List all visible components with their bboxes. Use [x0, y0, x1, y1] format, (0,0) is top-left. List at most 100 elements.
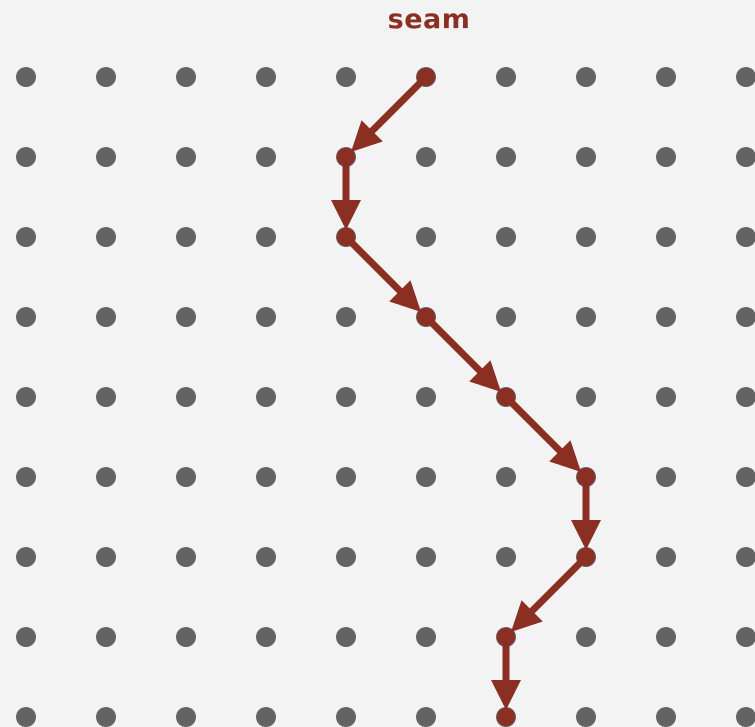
grid-node — [256, 307, 276, 327]
grid-node — [256, 147, 276, 167]
grid-node — [256, 227, 276, 247]
seam-arrowhead — [350, 120, 383, 153]
seam-node — [337, 228, 355, 246]
grid-node — [576, 627, 596, 647]
seam-node — [497, 388, 515, 406]
grid-node — [336, 467, 356, 487]
grid-node — [256, 547, 276, 567]
seam-arrow — [343, 234, 422, 313]
grid-node — [16, 547, 36, 567]
grid-node — [736, 467, 755, 487]
seam-arrowhead — [510, 600, 543, 633]
grid-node — [176, 147, 196, 167]
seam-arrowhead — [469, 360, 502, 393]
grid-node — [336, 627, 356, 647]
grid-node — [416, 147, 436, 167]
grid-node — [656, 467, 676, 487]
grid-node — [96, 307, 116, 327]
grid-node — [176, 467, 196, 487]
seam-arrow-shaft — [423, 314, 486, 377]
grid-node — [176, 67, 196, 87]
grid-node — [16, 307, 36, 327]
grid-node — [96, 707, 116, 727]
grid-node — [96, 627, 116, 647]
grid-node — [736, 227, 755, 247]
grid-node — [736, 387, 755, 407]
grid-node — [256, 467, 276, 487]
grid-node — [496, 227, 516, 247]
grid-node — [576, 707, 596, 727]
grid-node — [256, 627, 276, 647]
seam-node — [577, 468, 595, 486]
grid-node — [656, 67, 676, 87]
grid-node — [16, 67, 36, 87]
grid-node — [736, 67, 755, 87]
grid-node — [176, 307, 196, 327]
seam-arrow — [350, 74, 429, 153]
grid-node — [576, 307, 596, 327]
seam-arrowhead — [389, 280, 422, 313]
grid-node — [416, 387, 436, 407]
grid-node — [336, 67, 356, 87]
grid-node — [576, 227, 596, 247]
grid-node — [656, 547, 676, 567]
grid-node — [496, 147, 516, 167]
grid-node — [656, 147, 676, 167]
grid-node — [176, 547, 196, 567]
grid-nodes — [16, 67, 755, 727]
grid-node — [656, 227, 676, 247]
grid-node — [496, 67, 516, 87]
grid-node — [256, 67, 276, 87]
grid-node — [576, 147, 596, 167]
seam-arrowhead — [331, 200, 361, 230]
grid-node — [16, 707, 36, 727]
seam-node — [417, 68, 435, 86]
grid-node — [16, 627, 36, 647]
seam-node — [497, 708, 515, 726]
grid-node — [96, 227, 116, 247]
grid-node — [16, 467, 36, 487]
grid-node — [176, 387, 196, 407]
grid-node — [736, 627, 755, 647]
grid-node — [416, 547, 436, 567]
grid-node — [96, 67, 116, 87]
grid-node — [416, 627, 436, 647]
diagram-title: seam — [387, 4, 471, 35]
grid-node — [176, 227, 196, 247]
seam-arrow-shaft — [526, 554, 589, 617]
grid-node — [656, 307, 676, 327]
grid-node — [96, 387, 116, 407]
grid-node — [416, 707, 436, 727]
grid-node — [336, 547, 356, 567]
seam-arrow-shaft — [503, 394, 566, 457]
seam-arrow-shaft — [343, 234, 406, 297]
grid-node — [736, 707, 755, 727]
grid-node — [96, 147, 116, 167]
grid-node — [176, 707, 196, 727]
grid-node — [16, 387, 36, 407]
grid-node — [576, 387, 596, 407]
grid-node — [256, 707, 276, 727]
seam-arrowhead — [549, 440, 582, 473]
grid-node — [16, 227, 36, 247]
grid-node — [336, 707, 356, 727]
seam-arrowhead — [571, 520, 601, 550]
grid-node — [736, 147, 755, 167]
grid-node — [416, 227, 436, 247]
seam-arrow — [423, 314, 502, 393]
seam-node — [417, 308, 435, 326]
seam-arrow — [503, 394, 582, 473]
seam-arrow — [491, 637, 521, 710]
grid-node — [736, 307, 755, 327]
grid-node — [496, 467, 516, 487]
seam-arrowhead — [491, 680, 521, 710]
seam-arrow — [571, 477, 601, 550]
grid-node — [336, 307, 356, 327]
grid-node — [496, 547, 516, 567]
grid-node — [576, 67, 596, 87]
grid-node — [336, 387, 356, 407]
grid-node — [736, 547, 755, 567]
grid-node — [496, 307, 516, 327]
